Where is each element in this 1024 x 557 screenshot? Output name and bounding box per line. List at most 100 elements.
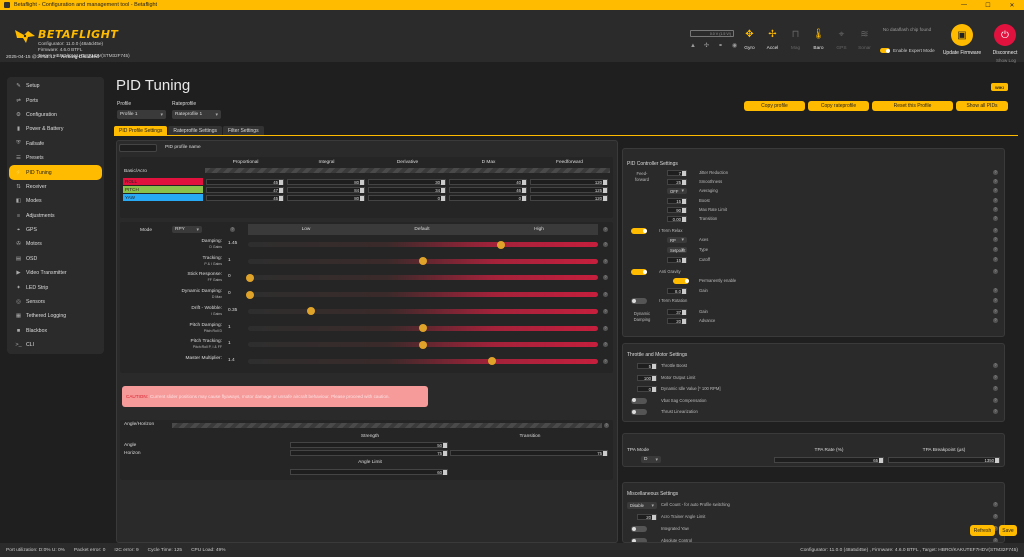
help-icon[interactable]: ? [993,257,998,262]
tuning-slider[interactable] [246,273,598,282]
show-all-pids-button[interactable]: Show all PIDs [956,101,1008,111]
profile-select[interactable]: Profile 1 [117,110,166,119]
anti-gravity-toggle[interactable] [631,269,647,275]
minimize-icon[interactable]: — [961,1,967,8]
acro-trainer-input[interactable]: 20 [637,514,657,520]
wiki-button[interactable]: WIKI [991,83,1008,91]
horizon-transition-input[interactable]: 75 [450,450,608,456]
copy-rateprofile-button[interactable]: Copy rateprofile [808,101,869,111]
throttle-toggle[interactable] [631,397,647,404]
pid-input[interactable]: 0 [449,194,527,201]
pid-profile-name-input[interactable] [119,144,157,152]
maximize-icon[interactable]: ☐ [985,2,991,9]
slider-handle[interactable] [246,273,254,282]
help-icon[interactable]: ? [230,227,235,232]
refresh-button[interactable]: Refresh [970,525,995,536]
iterm-relax-toggle[interactable] [631,228,647,234]
help-icon[interactable]: ? [993,538,998,542]
help-icon[interactable]: ? [993,247,998,252]
sidebar-item-blackbox[interactable]: ■ Blackbox [9,324,102,338]
throttle-toggle[interactable] [631,409,647,415]
help-icon[interactable]: ? [993,288,998,293]
tuning-slider[interactable] [248,324,598,332]
sidebar-item-gps[interactable]: ⌖ GPS [9,223,102,237]
help-icon[interactable]: ? [993,237,998,242]
sidebar-item-video-transmitter[interactable]: ▶ Video Transmitter [9,266,102,280]
help-icon[interactable]: ? [993,409,998,414]
sidebar-item-receiver[interactable]: ⇅ Receiver [9,180,102,194]
close-icon[interactable]: ✕ [1009,2,1015,9]
expert-mode-toggle[interactable]: Enable Expert Mode [880,48,935,53]
sidebar-item-tethered-logging[interactable]: ▦ Tethered Logging [9,309,102,323]
ff_boost-input[interactable]: 15 [667,198,687,204]
reset-profile-button[interactable]: Reset this Profile [872,101,953,111]
help-icon[interactable]: ? [603,292,608,298]
pid-input[interactable]: 30 [368,178,446,185]
ff_smooth-input[interactable]: 25 [667,179,687,185]
sidebar-item-modes[interactable]: ◧ Modes [9,194,102,208]
cell-count-select[interactable]: Disable [627,502,657,509]
throttle-input[interactable]: 100 [637,374,657,381]
copy-profile-button[interactable]: Copy profile [744,101,805,111]
pid-input[interactable]: 45 [206,194,284,201]
help-icon[interactable]: ? [993,386,998,391]
tab-filter[interactable]: Filter Settings [223,126,264,135]
pid-input[interactable]: 80 [287,178,365,185]
slider-handle[interactable] [419,257,427,266]
pid-input[interactable]: 84 [287,186,365,193]
tuning-slider[interactable] [248,240,598,249]
tpa-mode-select[interactable]: D [641,456,661,463]
sidebar-item-motors[interactable]: ✇ Motors [9,237,102,251]
slider-handle[interactable] [419,324,427,332]
relax_type-input[interactable]: Setpoint [667,247,687,253]
pid-input[interactable]: 0 [368,194,446,201]
pid-input[interactable]: 120 [530,194,608,201]
sidebar-item-led-strip[interactable]: ✦ LED Strip [9,280,102,294]
sidebar-item-cli[interactable]: >_ CLI [9,338,102,352]
pid-input[interactable]: 125 [530,186,608,193]
help-icon[interactable]: ? [603,242,608,247]
help-icon[interactable]: ? [993,170,998,175]
slider-mode-select[interactable]: RPY [172,226,202,233]
permanent-enable-toggle[interactable] [673,278,689,284]
tuning-slider[interactable] [248,307,598,316]
horizon-strength-input[interactable]: 75 [290,450,448,456]
misc-toggle[interactable] [631,538,647,542]
help-icon[interactable]: ? [993,298,998,303]
sidebar-item-presets[interactable]: ☰ Presets [9,151,102,165]
ff_maxrate-input[interactable]: 90 [667,207,687,213]
slider-handle[interactable] [246,290,254,299]
tab-pid-profile[interactable]: PID Profile Settings [114,126,168,135]
ff_transition-input[interactable]: 0.00 [667,216,687,222]
ff_jitter-input[interactable]: 7 [667,170,687,176]
help-icon[interactable]: ? [993,374,998,380]
help-icon[interactable]: ? [993,216,998,221]
sidebar-item-pid-tuning[interactable]: ⚡ PID Tuning [9,165,102,180]
sidebar-item-configuration[interactable]: ⚙ Configuration [9,108,102,122]
help-icon[interactable]: ? [603,258,608,264]
help-icon[interactable]: ? [993,198,998,203]
help-icon[interactable]: ? [603,308,608,314]
ff_avg-input[interactable]: OFF [667,188,687,194]
relax_cutoff-input[interactable]: 15 [667,257,687,263]
sidebar-item-setup[interactable]: ✎ Setup [9,79,102,93]
help-icon[interactable]: ? [993,207,998,212]
tpa-rate-input[interactable]: 65 [774,457,884,463]
pid-input[interactable]: 47 [206,186,284,193]
sidebar-item-ports[interactable]: ⇌ Ports [9,93,102,107]
help-icon[interactable]: ? [603,342,608,348]
tab-rateprofile[interactable]: Rateprofile Settings [168,126,222,135]
pid-input[interactable]: 120 [530,178,608,185]
help-icon[interactable]: ? [603,325,608,331]
help-icon[interactable]: ? [603,227,608,232]
sidebar-item-failsafe[interactable]: ⛨ Failsafe [9,137,102,151]
help-icon[interactable]: ? [993,309,998,314]
throttle-input[interactable]: 5 [637,363,657,369]
sidebar-item-power-battery[interactable]: ▮ Power & Battery [9,122,102,136]
help-icon[interactable]: ? [993,514,998,519]
sidebar-item-sensors[interactable]: ◎ Sensors [9,295,102,309]
help-icon[interactable]: ? [993,228,998,233]
save-button[interactable]: Save [999,525,1017,536]
dd_adv-input[interactable]: 20 [667,318,687,324]
pid-input[interactable]: 45 [206,178,284,185]
